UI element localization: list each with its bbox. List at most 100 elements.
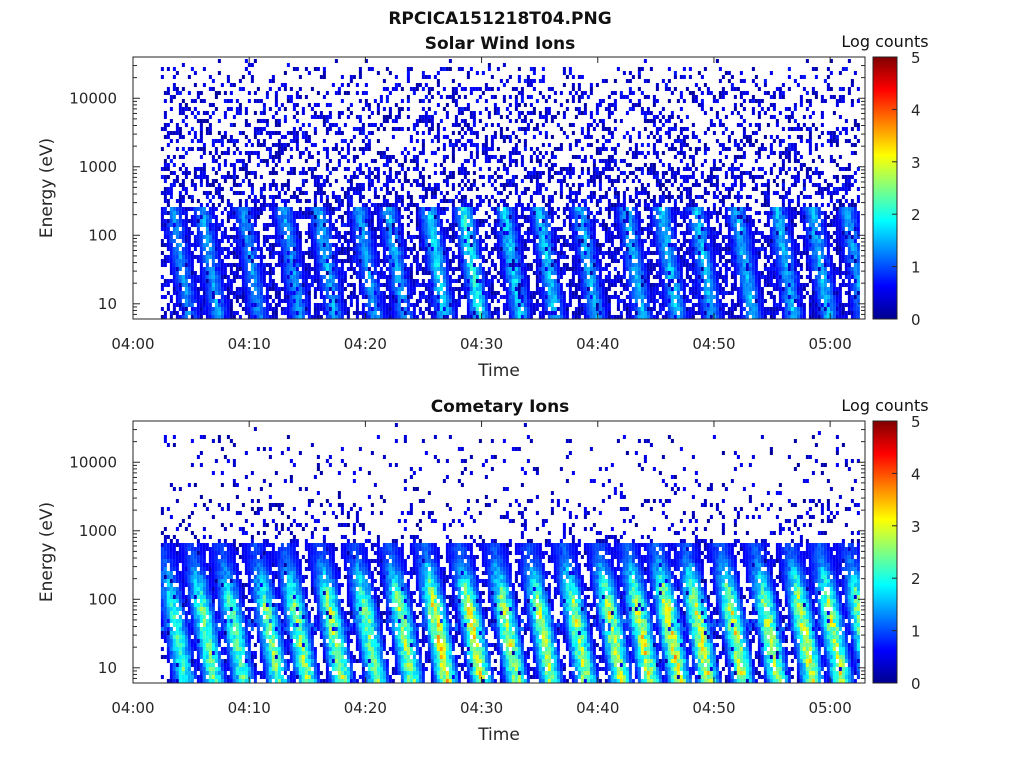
heatmap-cell [334,243,338,247]
heatmap-cell [343,123,347,127]
heatmap-cell [292,139,296,143]
heatmap-cell [397,259,401,263]
heatmap-cell [421,231,425,235]
heatmap-cell [163,135,167,139]
heatmap-cell [214,287,218,291]
heatmap-cell [274,95,278,99]
heatmap-cell [400,255,404,259]
heatmap-cell [421,195,425,199]
heatmap-cell [343,231,347,235]
heatmap-cell [472,87,476,91]
heatmap-cell [442,231,446,235]
heatmap-cell [271,299,275,303]
heatmap-cell [247,159,251,163]
heatmap-cell [307,267,311,271]
heatmap-cell [526,83,530,87]
heatmap-cell [274,227,278,231]
heatmap-cell [292,267,296,271]
heatmap-cell [379,187,383,191]
heatmap-cell [244,251,248,255]
heatmap-cell [241,167,245,171]
heatmap-cell [211,263,215,267]
heatmap-cell [184,283,188,287]
heatmap-cell [463,267,467,271]
heatmap-cell [475,243,479,247]
heatmap-cell [334,123,338,127]
heatmap-cell [481,287,485,291]
heatmap-cell [463,283,467,287]
heatmap-cell [595,291,599,295]
heatmap-cell [451,303,455,307]
heatmap-cell [310,275,314,279]
heatmap-cell [391,215,395,219]
heatmap-cell [229,263,233,267]
heatmap-cell [334,227,338,231]
heatmap-cell [265,203,269,207]
heatmap-cell [334,195,338,199]
heatmap-cell [325,307,329,311]
heatmap-cell [358,259,362,263]
heatmap-cell [169,235,173,239]
heatmap-cell [457,83,461,87]
heatmap-cell [481,303,485,307]
heatmap-cell [460,215,464,219]
heatmap-cell [400,283,404,287]
heatmap-cell [397,267,401,271]
heatmap-cell [169,311,173,315]
heatmap-cell [451,123,455,127]
heatmap-cell [592,239,596,243]
heatmap-cell [592,263,596,267]
heatmap-cell [559,103,563,107]
heatmap-cell [391,207,395,211]
heatmap-cell [382,263,386,267]
heatmap-cell [505,231,509,235]
heatmap-cell [442,135,446,139]
heatmap-cell [550,263,554,267]
heatmap-cell [574,243,578,247]
heatmap-cell [307,291,311,295]
heatmap-cell [451,315,455,319]
heatmap-cell [325,167,329,171]
heatmap-cell [397,287,401,291]
heatmap-cell [472,243,476,247]
heatmap-cell [406,223,410,227]
heatmap-cell [310,223,314,227]
heatmap-cell [352,291,356,295]
heatmap-cell [385,183,389,187]
heatmap-cell [199,155,203,159]
heatmap-cell [589,295,593,299]
heatmap-cell [241,295,245,299]
heatmap-cell [586,215,590,219]
heatmap-cell [475,295,479,299]
heatmap-cell [508,315,512,319]
heatmap-cell [205,179,209,183]
heatmap-cell [352,187,356,191]
heatmap-cell [403,315,407,319]
heatmap-cell [169,215,173,219]
heatmap-cell [454,223,458,227]
heatmap-cell [496,307,500,311]
heatmap-cell [163,175,167,179]
heatmap-cell [559,127,563,131]
heatmap-cell [493,107,497,111]
heatmap-cell [358,227,362,231]
heatmap-cell [367,219,371,223]
heatmap-cell [304,299,308,303]
heatmap-cell [205,283,209,287]
heatmap-cell [448,311,452,315]
heatmap-cell [292,291,296,295]
heatmap-cell [253,299,257,303]
heatmap-cell [364,211,368,215]
heatmap-cell [343,139,347,143]
heatmap-cell [451,259,455,263]
heatmap-cell [178,299,182,303]
heatmap-cell [334,231,338,235]
heatmap-cell [241,247,245,251]
heatmap-cell [574,267,578,271]
heatmap-cell [388,251,392,255]
heatmap-cell [178,155,182,159]
heatmap-cell [319,247,323,251]
heatmap-cell [505,127,509,131]
heatmap-cell [187,291,191,295]
heatmap-cell [517,235,521,239]
